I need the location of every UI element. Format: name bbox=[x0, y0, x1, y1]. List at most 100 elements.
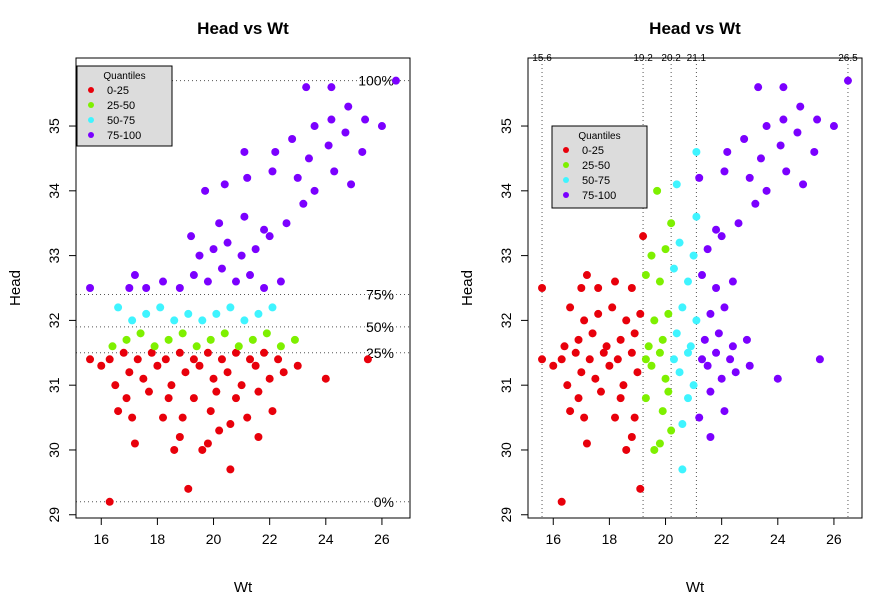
data-point bbox=[712, 225, 721, 234]
y-tick-label: 32 bbox=[46, 312, 62, 328]
data-point bbox=[672, 329, 681, 338]
data-point bbox=[133, 355, 142, 364]
data-point bbox=[105, 355, 114, 364]
data-point bbox=[217, 264, 226, 273]
data-point bbox=[683, 394, 692, 403]
data-point bbox=[150, 342, 159, 351]
y-tick-label: 29 bbox=[498, 507, 514, 523]
data-point bbox=[577, 368, 586, 377]
data-point bbox=[361, 115, 370, 124]
data-point bbox=[248, 335, 257, 344]
data-point bbox=[184, 484, 193, 493]
data-point bbox=[658, 335, 667, 344]
data-point bbox=[226, 303, 235, 312]
legend-entry: 0-25 bbox=[582, 145, 604, 157]
data-point bbox=[616, 394, 625, 403]
data-point bbox=[843, 76, 852, 85]
data-point bbox=[644, 342, 653, 351]
data-point bbox=[611, 413, 620, 422]
data-point bbox=[304, 154, 313, 163]
data-point bbox=[627, 348, 636, 357]
data-point bbox=[813, 115, 822, 124]
data-point bbox=[178, 329, 187, 338]
legend-title: Quantiles bbox=[103, 71, 145, 82]
chart-title: Head vs Wt bbox=[649, 19, 741, 38]
data-point bbox=[799, 180, 808, 189]
data-point bbox=[271, 147, 280, 156]
y-tick-label: 29 bbox=[46, 507, 62, 523]
data-point bbox=[265, 374, 274, 383]
data-point bbox=[251, 245, 260, 254]
legend-marker bbox=[88, 87, 94, 93]
data-point bbox=[240, 316, 249, 325]
data-point bbox=[717, 232, 726, 241]
y-tick-label: 31 bbox=[498, 377, 514, 393]
data-point bbox=[293, 173, 302, 182]
data-point bbox=[740, 134, 749, 143]
data-point bbox=[815, 355, 824, 364]
data-point bbox=[650, 445, 659, 454]
data-point bbox=[86, 355, 95, 364]
data-point bbox=[585, 355, 594, 364]
y-tick-label: 35 bbox=[498, 118, 514, 134]
data-point bbox=[324, 141, 333, 150]
legend-marker bbox=[88, 117, 94, 123]
data-point bbox=[251, 361, 260, 370]
data-point bbox=[130, 271, 139, 280]
legend-entry: 25-50 bbox=[107, 100, 135, 112]
data-point bbox=[608, 303, 617, 312]
data-point bbox=[195, 251, 204, 260]
data-point bbox=[594, 284, 603, 292]
data-point bbox=[762, 122, 771, 131]
data-point bbox=[588, 329, 597, 338]
data-point bbox=[246, 355, 255, 364]
data-point bbox=[650, 316, 659, 325]
data-point bbox=[599, 348, 608, 357]
data-point bbox=[144, 387, 153, 396]
data-point bbox=[580, 316, 589, 325]
data-point bbox=[672, 180, 681, 189]
data-point bbox=[170, 445, 179, 454]
data-point bbox=[184, 309, 193, 318]
data-point bbox=[122, 335, 131, 344]
data-point bbox=[622, 316, 631, 325]
data-point bbox=[751, 199, 760, 208]
quantile-label: 75% bbox=[366, 286, 394, 302]
data-point bbox=[728, 277, 737, 286]
data-point bbox=[793, 128, 802, 137]
data-point bbox=[678, 420, 687, 429]
data-point bbox=[692, 147, 701, 156]
data-point bbox=[675, 238, 684, 247]
data-point bbox=[268, 303, 277, 312]
data-point bbox=[279, 368, 288, 377]
legend: Quantiles 0-25 25-50 50-75 75-100 bbox=[76, 65, 173, 147]
data-point bbox=[142, 284, 151, 292]
data-point bbox=[658, 407, 667, 416]
data-point bbox=[627, 284, 636, 292]
data-point bbox=[613, 355, 622, 364]
y-tick-label: 30 bbox=[498, 442, 514, 458]
data-point bbox=[796, 102, 805, 111]
data-point bbox=[181, 368, 190, 377]
data-point bbox=[647, 361, 656, 370]
data-point bbox=[391, 76, 400, 85]
x-tick-label: 26 bbox=[374, 531, 390, 547]
data-point bbox=[714, 329, 723, 338]
data-point bbox=[203, 348, 212, 357]
data-point bbox=[782, 167, 791, 176]
data-point bbox=[720, 407, 729, 416]
data-point bbox=[630, 413, 639, 422]
x-axis-label: Wt bbox=[234, 579, 253, 596]
data-point bbox=[611, 277, 620, 286]
data-point bbox=[122, 394, 131, 403]
data-point bbox=[178, 413, 187, 422]
x-tick-label: 18 bbox=[602, 531, 618, 547]
data-point bbox=[683, 348, 692, 357]
data-point bbox=[639, 232, 648, 241]
data-point bbox=[156, 303, 165, 312]
legend-title: Quantiles bbox=[578, 131, 620, 142]
data-point bbox=[231, 348, 240, 357]
quantile-label: 0% bbox=[374, 494, 394, 510]
data-point bbox=[695, 173, 704, 182]
data-point bbox=[147, 348, 156, 357]
